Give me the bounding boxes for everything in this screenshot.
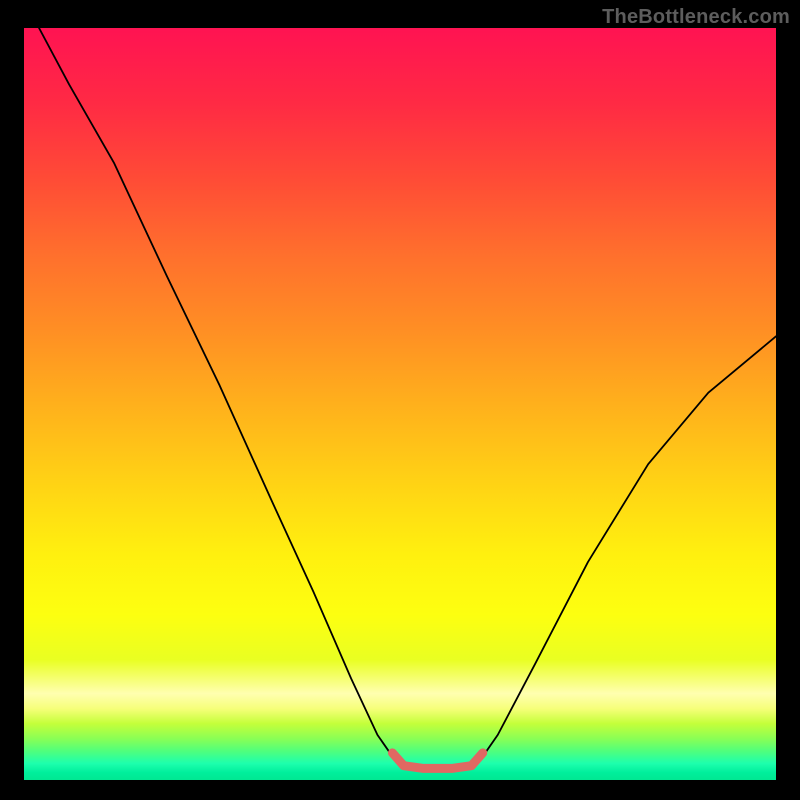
gradient-background bbox=[24, 28, 776, 780]
plot-area bbox=[24, 28, 776, 780]
chart-svg bbox=[0, 0, 800, 800]
watermark-text: TheBottleneck.com bbox=[602, 6, 790, 29]
bottleneck-chart: TheBottleneck.com bbox=[0, 0, 800, 800]
